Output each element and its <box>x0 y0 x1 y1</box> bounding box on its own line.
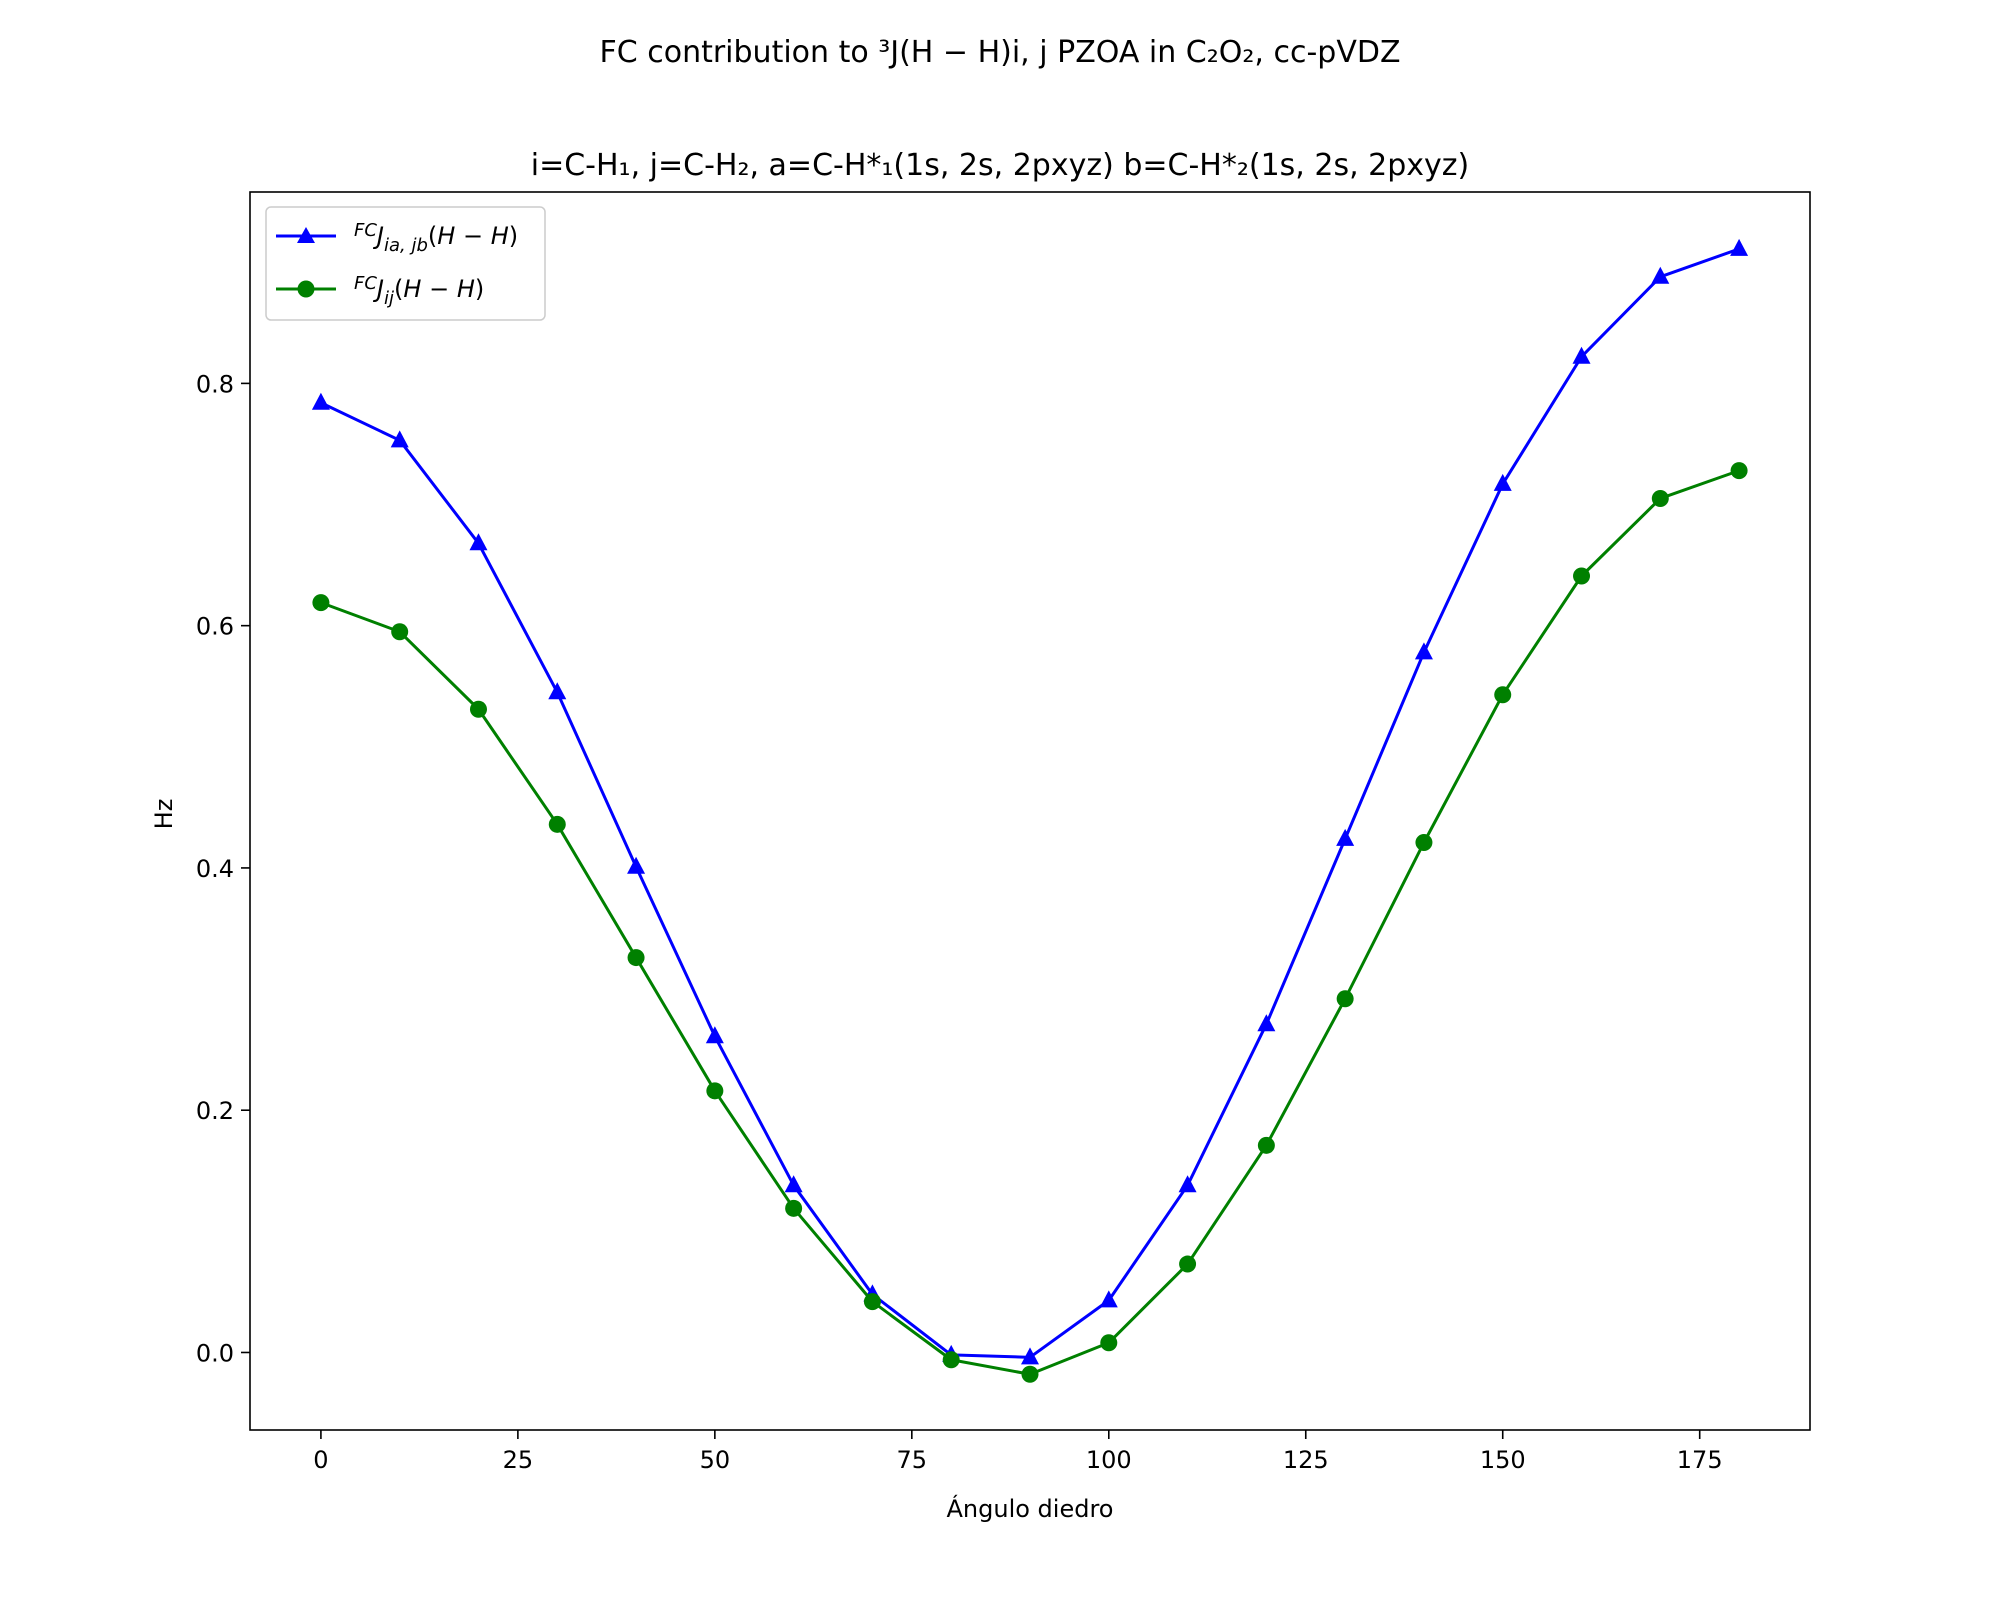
data-point-triangle <box>311 392 330 410</box>
data-point-triangle <box>1730 238 1749 256</box>
y-axis-ticks: 0.0 0.2 0.4 0.6 0.8 <box>196 370 250 1367</box>
data-point-triangle <box>784 1175 803 1193</box>
x-tick-label: 25 <box>503 1446 534 1474</box>
data-point-circle <box>785 1199 803 1217</box>
data-point-triangle <box>1414 642 1433 660</box>
data-point-circle <box>1494 686 1512 704</box>
data-point-circle <box>1730 462 1748 480</box>
data-point-triangle <box>469 533 488 551</box>
chart-title: FC contribution to ³J(H − H)i, j PZOA in… <box>599 35 1400 70</box>
data-point-triangle <box>1099 1290 1118 1308</box>
data-point-circle <box>1257 1136 1275 1154</box>
data-point-triangle <box>1257 1014 1276 1032</box>
data-point-circle <box>391 623 409 641</box>
data-point-circle <box>706 1082 724 1100</box>
data-point-triangle <box>1021 1347 1039 1365</box>
data-point-circle <box>1100 1334 1118 1352</box>
x-tick-label: 125 <box>1283 1446 1329 1474</box>
data-point-triangle <box>627 856 646 874</box>
y-tick-label: 0.6 <box>196 613 234 641</box>
y-tick-label: 0.2 <box>196 1097 234 1125</box>
y-tick-label: 0.4 <box>196 855 234 883</box>
data-point-triangle <box>1336 828 1355 846</box>
data-point-circle <box>863 1293 881 1311</box>
y-tick-label: 0.8 <box>196 370 234 398</box>
data-point-circle <box>1573 567 1591 585</box>
x-axis-ticks: 0 25 50 75 100 125 150 175 <box>313 1430 1723 1474</box>
data-point-circle <box>1415 833 1433 851</box>
y-axis-label: Hz <box>150 799 178 830</box>
x-tick-label: 0 <box>313 1446 328 1474</box>
x-tick-label: 175 <box>1677 1446 1723 1474</box>
y-tick-label: 0.0 <box>196 1339 234 1367</box>
data-point-circle <box>627 949 645 967</box>
data-point-triangle <box>390 430 409 448</box>
legend-marker-series-2 <box>297 280 315 298</box>
data-point-triangle <box>1572 346 1591 364</box>
legend-marker-series-1 <box>297 227 315 243</box>
data-point-triangle <box>705 1026 724 1044</box>
data-point-circle <box>312 594 330 612</box>
data-point-circle <box>1651 489 1669 507</box>
data-point-circle <box>469 700 487 718</box>
data-point-circle <box>1021 1365 1039 1383</box>
x-tick-label: 100 <box>1086 1446 1132 1474</box>
legend-label-series-1: FCJia, jb(H − H) <box>354 220 518 256</box>
x-tick-label: 50 <box>700 1446 731 1474</box>
chart-subtitle: i=C-H₁, j=C-H₂, a=C-H*₁(1s, 2s, 2pxyz) b… <box>531 148 1470 183</box>
x-axis-label: Ángulo diedro <box>947 1494 1114 1523</box>
series-2 <box>312 462 1748 1383</box>
data-point-circle <box>548 815 566 833</box>
data-point-circle <box>1179 1255 1197 1273</box>
series-layer <box>311 238 1749 1383</box>
data-point-circle <box>942 1351 960 1369</box>
data-point-triangle <box>1651 266 1670 284</box>
data-point-triangle <box>1493 473 1512 491</box>
legend-label-series-2: FCJij(H − H) <box>354 273 484 309</box>
data-point-triangle <box>548 682 567 700</box>
plot-frame <box>249 191 1811 1431</box>
data-point-circle <box>1336 990 1354 1008</box>
x-tick-label: 150 <box>1480 1446 1526 1474</box>
data-point-triangle <box>1178 1175 1197 1193</box>
legend: FCJia, jb(H − H) FCJij(H − H) <box>265 206 546 321</box>
x-tick-label: 75 <box>897 1446 928 1474</box>
